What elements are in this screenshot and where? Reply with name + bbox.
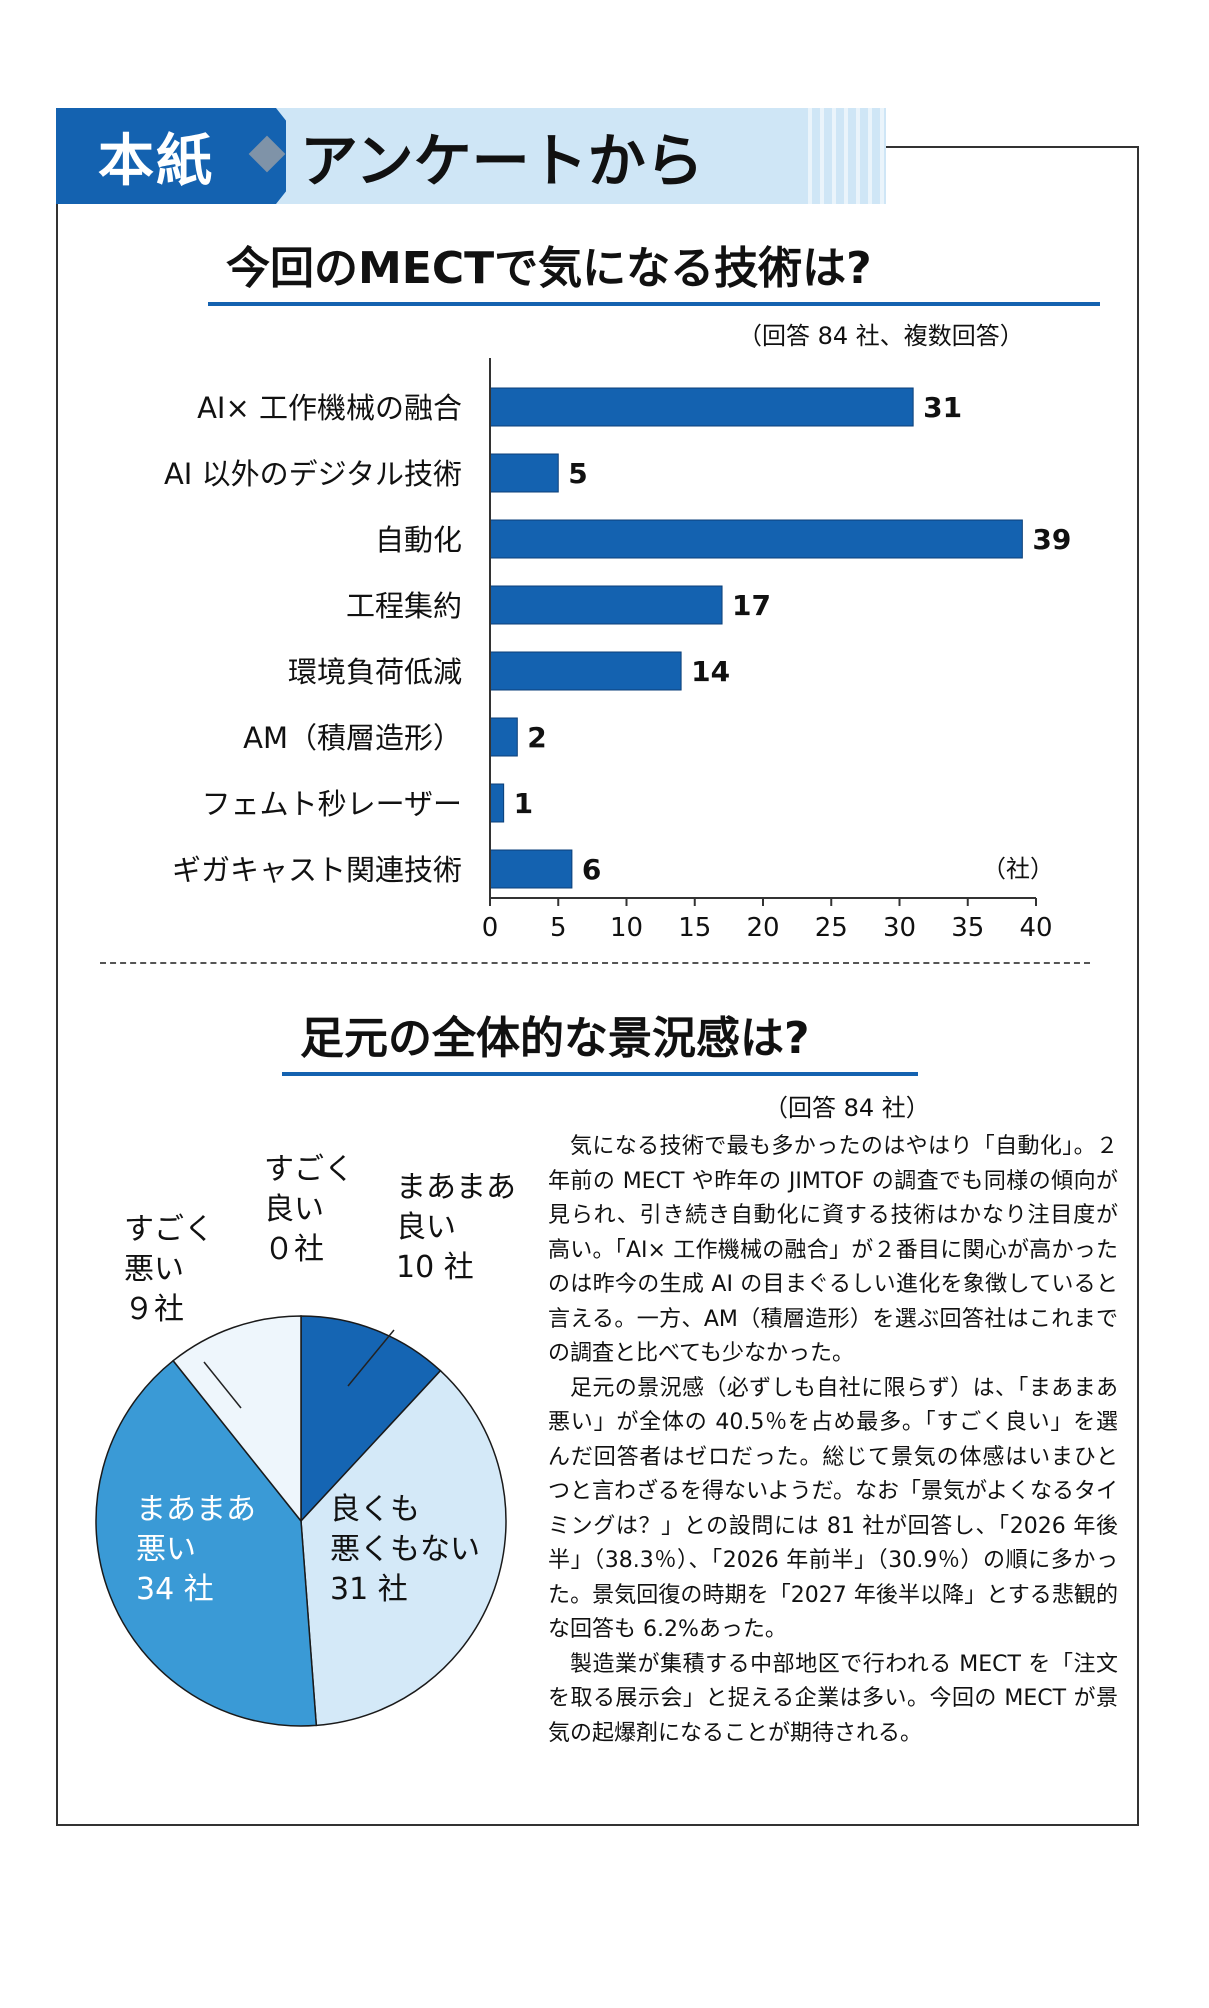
category-label: フェムト秒レーザー <box>202 787 462 821</box>
pie-label-neutral: 良くも 悪くもない 31 社 <box>330 1492 480 1607</box>
pie-chart-title: 足元の全体的な景況感は? <box>300 1013 810 1064</box>
value-label: 14 <box>691 655 730 688</box>
pie-slice <box>172 1315 302 1524</box>
category-label: AM（積層造形） <box>243 721 462 755</box>
pie-label-fairly-good: まあまあ 良い 10 社 <box>396 1170 516 1285</box>
unit-label: （社） <box>982 855 1054 883</box>
value-label: 2 <box>527 721 546 754</box>
article-paragraph: 製造業が集積する中部地区で行われる MECT を「注文を取る展示会」と捉える企業… <box>548 1651 1118 1746</box>
bar <box>489 783 505 823</box>
banner-title: アンケートから <box>300 127 704 195</box>
pie-title-underline <box>282 1072 918 1076</box>
article-body: 気になる技術で最も多かったのはやはり「自動化」。２年前の MECT や昨年の J… <box>548 1130 1118 1751</box>
x-tick-label: 40 <box>1019 913 1052 943</box>
bar-chart-note: （回答 84 社、複数回答） <box>738 322 1024 350</box>
bar <box>489 519 1023 559</box>
value-label: 17 <box>732 589 771 622</box>
article-paragraph: 気になる技術で最も多かったのはやはり「自動化」。２年前の MECT や昨年の J… <box>548 1134 1118 1366</box>
leader-line <box>203 1361 242 1409</box>
x-tick-label: 15 <box>678 913 711 943</box>
bar-chart: AI× 工作機械の融合 31 AI 以外のデジタル技術 5 自動化 39 工程集約 17 環境負… <box>164 358 1071 943</box>
bar-title-underline <box>208 302 1100 306</box>
x-tick-label: 20 <box>746 913 779 943</box>
banner-tag-text: 本紙 <box>98 128 214 194</box>
pie-chart-note: （回答 84 社） <box>764 1094 930 1122</box>
bar <box>489 849 573 889</box>
value-label: 39 <box>1032 523 1071 556</box>
category-label: AI× 工作機械の融合 <box>197 391 462 425</box>
pie-label-very-good: すごく 良い ０社 <box>264 1152 354 1267</box>
leader-line <box>347 1329 395 1387</box>
article-paragraph: 足元の景況感（必ずしも自社に限らず）は、「まあまあ悪い」が全体の 40.5％を占… <box>548 1375 1118 1643</box>
category-label: ギガキャスト関連技術 <box>172 853 462 887</box>
value-label: 5 <box>568 457 587 490</box>
pie-label-very-bad: すごく 悪い ９社 <box>124 1212 214 1327</box>
banner-stripes <box>800 108 886 204</box>
pie-label-fairly-bad: まあまあ 悪い 34 社 <box>136 1492 256 1607</box>
value-label: 31 <box>923 391 962 424</box>
x-tick-label: 25 <box>815 913 848 943</box>
bar <box>489 651 682 691</box>
pie-chart <box>95 1315 507 1727</box>
x-tick-label: 5 <box>550 913 567 943</box>
bar <box>489 387 914 427</box>
pie-slice <box>300 1369 507 1727</box>
value-label: 1 <box>514 787 533 820</box>
pie-slice <box>300 1315 442 1523</box>
category-label: 工程集約 <box>346 589 462 623</box>
x-tick-label: 0 <box>482 913 499 943</box>
x-tick-label: 30 <box>883 913 916 943</box>
bar <box>489 585 723 625</box>
section-divider <box>100 962 1090 964</box>
category-label: 環境負荷低減 <box>288 655 462 689</box>
bar <box>489 717 518 757</box>
bar-chart-title: 今回のMECTで気になる技術は? <box>226 243 872 294</box>
category-label: AI 以外のデジタル技術 <box>164 457 462 491</box>
banner-tag <box>56 108 286 204</box>
x-tick-label: 10 <box>610 913 643 943</box>
value-label: 6 <box>582 853 601 886</box>
category-label: 自動化 <box>375 523 462 557</box>
bar <box>489 453 559 493</box>
pie-slice <box>95 1359 318 1727</box>
x-tick-label: 35 <box>951 913 984 943</box>
